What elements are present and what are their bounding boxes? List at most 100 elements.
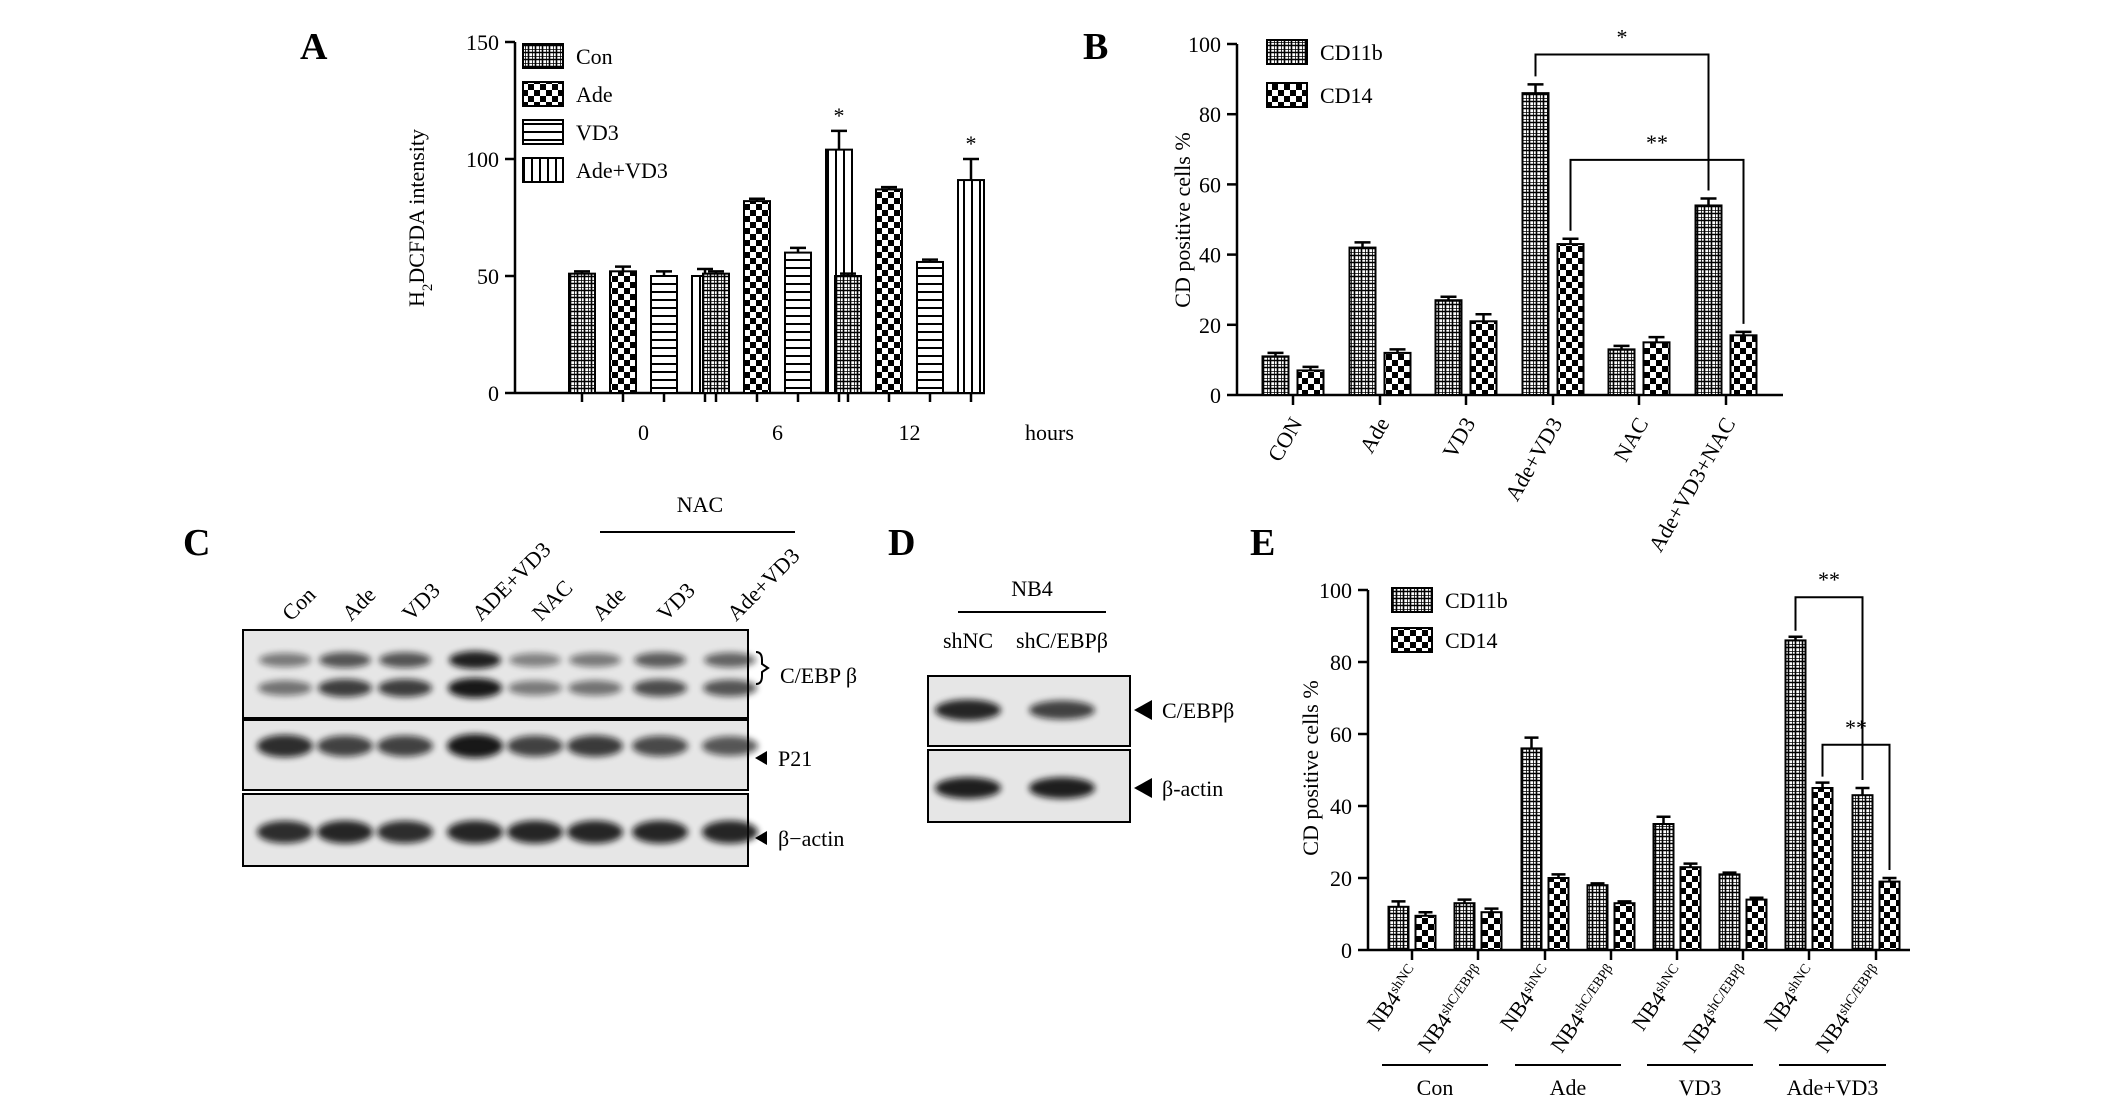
chart-e-group-label: Ade	[1550, 1075, 1587, 1098]
blot-c-band	[447, 734, 503, 758]
chart-e-x-tick-sup: shC/EBPβ	[1835, 961, 1881, 1018]
chart-e-y-tick-label: 0	[1341, 938, 1352, 963]
blot-d-band	[1029, 777, 1095, 799]
chart-e-error-bar	[1590, 882, 1605, 886]
blot-c-band	[257, 734, 313, 758]
chart-e-bar	[1387, 905, 1410, 951]
blot-c-band	[317, 735, 373, 757]
blot-c-band	[569, 652, 621, 668]
chart-e-error-bar	[1788, 635, 1803, 641]
panel-label-d: D	[888, 522, 915, 564]
chart-a-bar	[702, 272, 730, 394]
chart-e-x-tick-sup: shNC	[1520, 961, 1551, 996]
chart-a-y-label: H2DCFDA intensity	[404, 129, 436, 307]
chart-e-x-tick-label: NB4shNC	[1361, 961, 1424, 1036]
chart-b-x-tick-label: CON	[1262, 413, 1307, 466]
chart-e-y-tick-label: 80	[1330, 650, 1352, 675]
chart-e-x-tick-sup: shC/EBPβ	[1570, 961, 1616, 1018]
chart-e-legend-label: CD14	[1445, 628, 1498, 653]
blot-c-band	[449, 651, 501, 669]
blot-c-band	[508, 680, 562, 696]
chart-e-legend-swatch	[1391, 627, 1433, 653]
chart-e-error-bar	[1656, 815, 1671, 824]
blot-c-lane-label: VD3	[397, 578, 445, 626]
panel-label-e: E	[1250, 522, 1275, 564]
chart-b-y-tick-label: 60	[1199, 172, 1221, 197]
chart-a-error-bar	[749, 197, 765, 202]
blot-c-band	[568, 680, 622, 696]
chart-e-legend-swatch	[1391, 587, 1433, 613]
chart-e-bar	[1480, 911, 1503, 952]
chart-e-error-bar	[1617, 900, 1632, 904]
chart-a-bar	[568, 272, 596, 394]
chart-a-bar	[743, 200, 771, 394]
chart-b-y-tick-label: 20	[1199, 313, 1221, 338]
chart-e-error-bar	[1524, 736, 1539, 749]
blot-c-band	[257, 820, 313, 844]
chart-e-x-tick-label: NB4shC/EBPβ	[1677, 961, 1755, 1057]
blot-c-band	[507, 735, 563, 757]
chart-e-x-tick-label: NB4shNC	[1626, 961, 1689, 1036]
chart-b-x-tick-label: Ade	[1354, 413, 1394, 457]
chart-e-error-bar	[1484, 907, 1499, 913]
chart-a-error-bar	[922, 258, 938, 262]
chart-b-legend-swatch	[1266, 82, 1308, 108]
chart-a-x-label: hours	[1025, 420, 1074, 445]
chart-e-bar	[1453, 902, 1476, 952]
chart-b-error-bar	[1267, 351, 1284, 357]
chart-b-error-bar	[1735, 330, 1752, 336]
chart-e-group-label: VD3	[1679, 1075, 1722, 1098]
chart-e-significance-bracket	[1794, 596, 1864, 780]
chart-e-error-bar	[1855, 786, 1870, 796]
chart-e-significance-bracket	[1821, 743, 1891, 870]
chart-a-ros-intensity: 0 50 100 150 0 6 12 hours * * H2DCFDA intensity Con…	[404, 30, 1074, 445]
chart-e-error-bar	[1683, 862, 1698, 868]
blot-c-band	[317, 820, 373, 844]
chart-b-error-bar	[1389, 348, 1406, 353]
chart-b-legend-label: CD14	[1320, 83, 1373, 108]
chart-e-x-tick-sup: shC/EBPβ	[1437, 961, 1483, 1018]
chart-b-significance-bracket	[1569, 158, 1745, 324]
blot-c-lane-label: Ade	[587, 582, 631, 626]
chart-b-significance-star: *	[1617, 25, 1628, 50]
chart-b-bar	[1694, 204, 1723, 396]
chart-e-error-bar	[1749, 896, 1764, 900]
chart-e-bar	[1878, 880, 1901, 951]
chart-a-bar	[784, 251, 812, 394]
chart-b-legend-swatch	[1266, 39, 1308, 65]
chart-b-legend-label: CD11b	[1320, 40, 1383, 65]
blot-c-band	[567, 820, 623, 844]
blot-d-band	[935, 699, 1001, 721]
chart-a-y-label-main: H	[404, 291, 429, 307]
chart-b-cd-positive: 0 20 40 60 80 100 CON Ade VD3 Ade+VD3 NACAde+VD3+N…	[1170, 25, 1783, 556]
chart-a-error-bar	[708, 270, 724, 274]
chart-e-error-bar	[1418, 910, 1433, 916]
blot-d-row-label: β-actin	[1162, 776, 1223, 801]
blot-c-row-arrow	[755, 831, 767, 845]
chart-e-error-bar	[1882, 876, 1897, 882]
chart-e-x-tick-label: NB4shC/EBPβ	[1545, 961, 1623, 1057]
chart-b-bar	[1556, 243, 1585, 396]
chart-b-x-tick-label: VD3	[1437, 413, 1480, 463]
chart-a-bar	[875, 188, 903, 394]
chart-b-bar	[1607, 348, 1636, 396]
chart-e-y-tick-label: 100	[1319, 578, 1352, 603]
chart-e-bar	[1718, 873, 1741, 952]
blot-d-row-label: C/EBPβ	[1162, 698, 1234, 723]
blot-c-band	[259, 652, 311, 668]
chart-a-error-bar	[881, 185, 897, 190]
blot-c-band	[447, 820, 503, 844]
chart-b-error-bar	[1354, 241, 1371, 248]
chart-e-error-bar	[1722, 871, 1737, 875]
chart-a-significance-star: *	[966, 131, 977, 156]
chart-a-y-label-sub: 2	[420, 284, 436, 292]
chart-b-bar	[1348, 246, 1377, 396]
chart-b-bar	[1383, 351, 1412, 397]
chart-a-bar	[957, 179, 985, 394]
blot-c-band	[632, 735, 688, 757]
chart-e-error-bar	[1457, 898, 1472, 904]
blot-c-band	[507, 820, 563, 844]
blot-c-band	[258, 680, 312, 696]
